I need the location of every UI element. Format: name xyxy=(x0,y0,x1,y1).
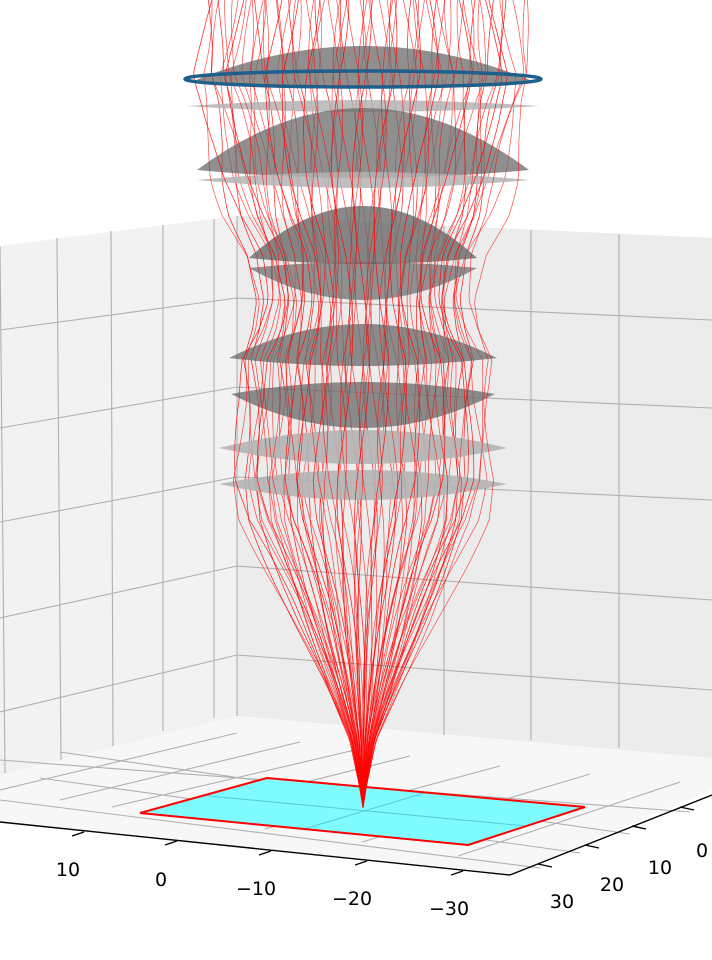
ray-7 xyxy=(249,0,364,809)
ray-1 xyxy=(203,0,364,809)
ray-65 xyxy=(362,0,464,809)
grid-line-left-v-2 xyxy=(110,230,114,747)
ray-37 xyxy=(345,0,364,808)
grid-line-floor-b-3 xyxy=(0,799,541,869)
ray-13 xyxy=(265,0,364,809)
aperture-stop xyxy=(183,69,543,89)
lens-7 xyxy=(229,324,497,366)
ray-5 xyxy=(224,0,364,809)
grid-line-left-h-2 xyxy=(0,476,238,523)
ray-25 xyxy=(305,0,364,809)
ray-49 xyxy=(362,0,405,809)
lens-elements xyxy=(187,46,539,500)
axis-left-tick-3 xyxy=(354,860,368,866)
lens-8 xyxy=(231,382,495,428)
grid-line-left-h-1 xyxy=(0,386,238,429)
axes xyxy=(0,794,712,876)
ray-74 xyxy=(362,0,517,809)
axis-right-tick-label: 0 xyxy=(696,840,708,862)
axis-left-tick-label: 0 xyxy=(155,869,167,891)
ray-61 xyxy=(362,0,457,809)
ray-33 xyxy=(331,0,364,809)
grid-line-floor-a-0 xyxy=(0,732,238,791)
left-pane xyxy=(0,216,237,775)
ray-11 xyxy=(231,0,364,809)
ray-79 xyxy=(362,0,527,809)
grid-line-floor-a-6 xyxy=(457,781,681,857)
grid-line-back-h-4 xyxy=(236,654,712,691)
image-plane xyxy=(139,776,586,847)
axis-left-tick-1 xyxy=(164,840,178,846)
axis-right-tick-3 xyxy=(679,806,695,811)
axis-right-tick-1 xyxy=(584,844,600,849)
ray-55 xyxy=(362,0,429,809)
ray-41 xyxy=(357,0,375,808)
lens-3 xyxy=(197,108,529,178)
axis-left-tick-4 xyxy=(450,870,464,876)
axis-left-tick-2 xyxy=(258,850,272,856)
grid-lines xyxy=(0,216,712,869)
lens-5 xyxy=(249,206,477,264)
axis-left-tick-label: −20 xyxy=(332,888,372,910)
axis-right-tick-label: 10 xyxy=(648,857,672,879)
image-plane-border xyxy=(139,776,586,847)
axis-right-tick-2 xyxy=(631,825,647,830)
ray-15 xyxy=(264,0,364,809)
axis-left-tick-label: −10 xyxy=(236,878,276,900)
lens-10 xyxy=(219,470,507,500)
axis-right-tick-label: 30 xyxy=(550,891,574,913)
ray-47 xyxy=(362,0,394,809)
ray-3 xyxy=(193,0,364,809)
grid-line-left-h-3 xyxy=(0,565,238,619)
tick-labels: 10 0 −10 −20 −30 30 20 10 0 xyxy=(56,840,708,920)
aperture-ring xyxy=(183,69,543,89)
grid-line-floor-a-2 xyxy=(111,749,356,808)
ray-43 xyxy=(362,0,387,809)
ray-73 xyxy=(362,0,483,809)
ray-9 xyxy=(225,0,364,809)
axis-left-tick-label: 10 xyxy=(56,859,80,881)
ray-29 xyxy=(308,0,364,809)
axis-left-tick-label: −30 xyxy=(429,898,469,920)
lens-1 xyxy=(191,46,535,86)
ray-0 xyxy=(208,0,364,809)
ray-71 xyxy=(362,0,503,809)
grid-line-floor-a-1 xyxy=(59,741,301,801)
ray-31 xyxy=(327,0,364,809)
ray-23 xyxy=(292,0,364,809)
ray-67 xyxy=(362,0,466,809)
axis-right-tick-0 xyxy=(537,863,553,868)
axis-left-line xyxy=(0,821,511,876)
lens-6 xyxy=(249,262,477,300)
ray-19 xyxy=(276,0,364,809)
image-plane-grid-2 xyxy=(203,795,527,827)
ray-21 xyxy=(281,0,364,809)
grid-line-back-h-0 xyxy=(236,297,712,321)
lens-9 xyxy=(219,430,507,464)
ray-75 xyxy=(362,0,508,809)
axis-left-tick-0 xyxy=(71,831,85,837)
grid-line-left-v-0 xyxy=(0,245,6,774)
axis-right-tick-label: 20 xyxy=(600,874,624,896)
grid-line-left-v-1 xyxy=(56,237,62,761)
rays-front xyxy=(193,0,529,809)
grid-line-left-h-0 xyxy=(0,297,238,331)
ray-63 xyxy=(362,0,473,809)
axis-right-line xyxy=(509,794,712,876)
ray-27 xyxy=(303,0,364,809)
grid-line-left-h-4 xyxy=(0,654,238,713)
